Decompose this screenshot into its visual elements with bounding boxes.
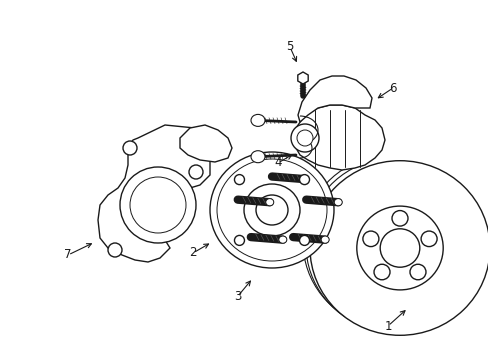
Ellipse shape [296, 130, 312, 146]
Ellipse shape [290, 124, 318, 152]
Text: 3: 3 [234, 289, 241, 302]
Ellipse shape [217, 159, 326, 261]
Text: 5: 5 [286, 40, 293, 54]
Ellipse shape [108, 243, 122, 257]
Text: 6: 6 [388, 81, 396, 94]
Ellipse shape [373, 264, 389, 280]
Ellipse shape [409, 264, 425, 280]
Ellipse shape [334, 199, 342, 206]
Ellipse shape [250, 151, 264, 163]
Ellipse shape [420, 231, 436, 247]
Ellipse shape [299, 175, 307, 183]
Ellipse shape [299, 235, 309, 246]
Ellipse shape [250, 114, 264, 126]
Ellipse shape [362, 231, 378, 247]
Text: 4: 4 [274, 157, 281, 170]
Ellipse shape [234, 235, 244, 246]
Ellipse shape [391, 211, 407, 226]
Ellipse shape [189, 165, 203, 179]
Ellipse shape [356, 206, 442, 290]
Ellipse shape [130, 177, 185, 233]
Ellipse shape [278, 236, 286, 243]
Ellipse shape [120, 167, 196, 243]
Ellipse shape [244, 184, 299, 236]
Text: 7: 7 [64, 248, 72, 261]
Ellipse shape [123, 141, 137, 155]
Ellipse shape [234, 175, 244, 185]
Ellipse shape [265, 199, 273, 206]
Ellipse shape [299, 175, 309, 185]
Polygon shape [295, 105, 384, 170]
Ellipse shape [380, 229, 419, 267]
Text: 2: 2 [189, 247, 196, 260]
Polygon shape [297, 72, 307, 84]
Polygon shape [180, 125, 231, 162]
Ellipse shape [321, 236, 328, 243]
Polygon shape [98, 125, 209, 262]
Ellipse shape [256, 195, 287, 225]
Polygon shape [297, 76, 371, 122]
Text: 1: 1 [384, 320, 391, 333]
Ellipse shape [209, 152, 333, 268]
Ellipse shape [309, 161, 488, 335]
